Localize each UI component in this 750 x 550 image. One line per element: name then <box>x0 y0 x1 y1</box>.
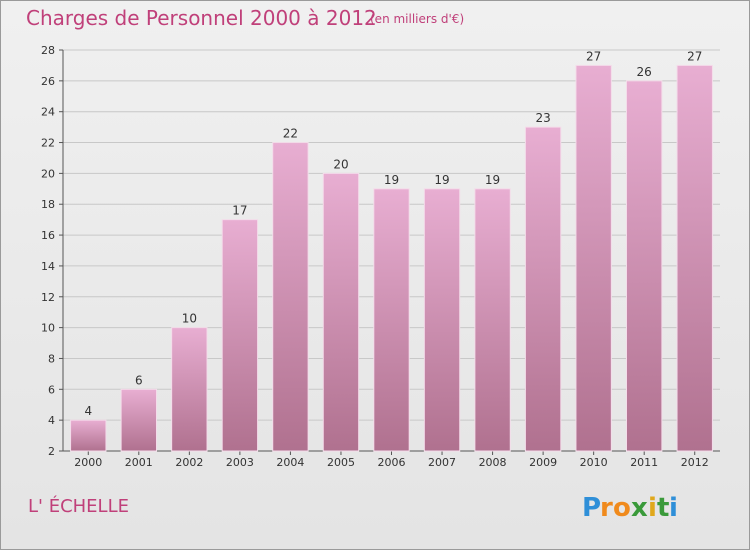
x-tick-label: 2004 <box>276 456 304 469</box>
x-tick-label: 2003 <box>226 456 254 469</box>
data-label: 19 <box>384 173 399 187</box>
x-tick-label: 2001 <box>125 456 153 469</box>
data-label: 10 <box>182 312 197 326</box>
svg-text:t: t <box>657 493 669 523</box>
data-label: 6 <box>135 373 143 387</box>
proxiti-logo: P r o x i t i <box>582 493 678 523</box>
data-label: 20 <box>333 157 348 171</box>
data-label: 27 <box>586 49 601 63</box>
bar <box>373 188 410 452</box>
data-label: 23 <box>535 111 550 125</box>
bar <box>272 142 309 452</box>
data-label: 19 <box>485 173 500 187</box>
svg-text:r: r <box>600 493 613 523</box>
y-tick-label: 26 <box>41 75 55 88</box>
chart-title: Charges de Personnel 2000 à 2012 <box>26 6 377 30</box>
y-tick-label: 24 <box>41 106 55 119</box>
y-tick-label: 16 <box>41 229 55 242</box>
bar <box>221 219 259 452</box>
svg-text:o: o <box>613 493 631 523</box>
bar <box>70 419 107 452</box>
svg-text:x: x <box>631 493 648 523</box>
bar <box>423 188 461 452</box>
data-label: 22 <box>283 127 298 141</box>
y-tick-label: 22 <box>41 137 55 150</box>
bar <box>120 388 157 452</box>
bars <box>70 64 713 452</box>
bar <box>322 172 360 452</box>
x-tick-label: 2005 <box>327 456 355 469</box>
x-tick-label: 2002 <box>175 456 203 469</box>
x-tick-label: 2007 <box>428 456 456 469</box>
data-label: 26 <box>637 65 652 79</box>
y-tick-label: 12 <box>41 291 55 304</box>
data-labels: 4 6 10 17 22 20 19 19 19 23 27 26 27 <box>84 49 702 418</box>
x-tick-label: 2012 <box>681 456 709 469</box>
y-tick-label: 4 <box>48 414 55 427</box>
y-tick-label: 8 <box>48 352 55 365</box>
x-tick-label: 2011 <box>630 456 658 469</box>
svg-text:i: i <box>648 493 657 523</box>
x-tick-label: 2010 <box>580 456 608 469</box>
y-tick-label: 6 <box>48 383 55 396</box>
bar <box>626 80 663 452</box>
y-tick-label: 20 <box>41 167 55 180</box>
bar <box>474 188 511 452</box>
y-tick-label: 28 <box>41 44 55 57</box>
bar <box>524 126 562 452</box>
data-label: 4 <box>84 404 92 418</box>
x-tick-label: 2000 <box>74 456 102 469</box>
x-tick-label: 2008 <box>479 456 507 469</box>
x-tick-label: 2009 <box>529 456 557 469</box>
y-tick-label: 10 <box>41 322 55 335</box>
data-label: 17 <box>232 204 247 218</box>
data-label: 27 <box>687 49 702 63</box>
svg-text:P: P <box>582 493 601 523</box>
x-tick-label: 2006 <box>378 456 406 469</box>
svg-text:i: i <box>669 493 678 523</box>
bar <box>676 64 713 452</box>
bar <box>171 327 208 452</box>
commune-name: L' ÉCHELLE <box>28 496 129 517</box>
y-tick-label: 18 <box>41 198 55 211</box>
data-label: 19 <box>434 173 449 187</box>
y-tick-label: 14 <box>41 260 55 273</box>
chart-subtitle: (en milliers d'€) <box>370 12 465 26</box>
y-tick-label: 2 <box>48 445 55 458</box>
bar <box>575 64 612 452</box>
